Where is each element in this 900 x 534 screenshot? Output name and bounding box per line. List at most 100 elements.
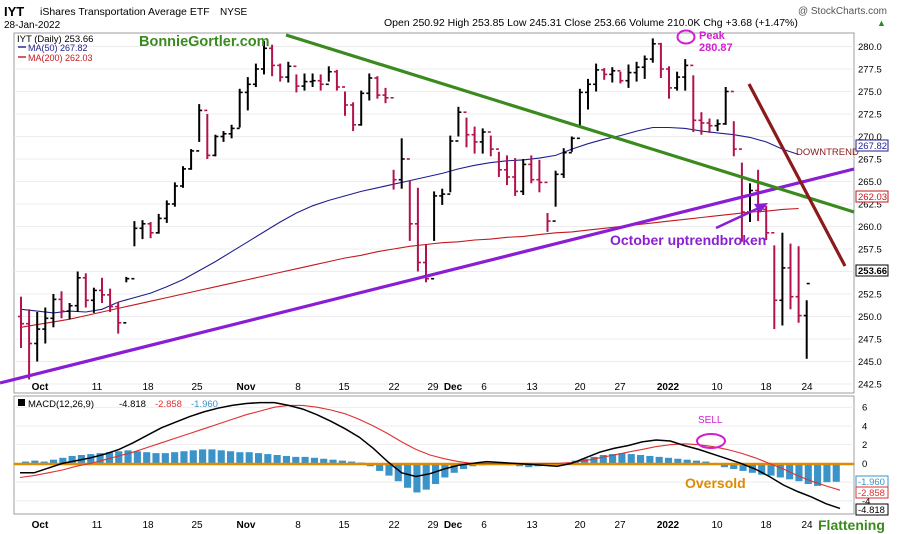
- histogram-bar: [320, 458, 328, 464]
- signal-tag-text: -2.858: [858, 488, 885, 499]
- ohlc-bar: [26, 309, 33, 380]
- ohlc-bar: [220, 131, 227, 142]
- ohlc-bar: [82, 273, 89, 308]
- price-x-label: 20: [574, 382, 586, 393]
- ma200-line: [20, 207, 799, 328]
- ohlc-bar: [657, 42, 664, 78]
- macd-x-label: Nov: [237, 520, 256, 531]
- histogram-bar: [292, 456, 300, 464]
- macd-y-tick: 2: [862, 440, 867, 451]
- ohlc-bar: [325, 66, 332, 86]
- histogram-bar: [217, 450, 225, 464]
- histogram-bar: [87, 454, 95, 464]
- histogram-bar: [245, 452, 253, 464]
- price-x-label: 13: [526, 382, 538, 393]
- macd-x-label: 24: [801, 520, 813, 531]
- histogram-bar: [124, 450, 132, 464]
- price-y-tick: 247.5: [858, 335, 882, 346]
- macd-y-tick: 4: [862, 421, 867, 432]
- histogram-bar: [301, 456, 309, 464]
- histogram-bar: [609, 454, 617, 464]
- ohlc-bar: [601, 68, 608, 80]
- histogram-bar: [599, 455, 607, 464]
- macd-x-label: 25: [191, 520, 203, 531]
- histogram-bar: [776, 463, 784, 478]
- histogram-bar: [739, 463, 747, 471]
- ohlc-bar: [155, 213, 162, 234]
- histogram-bar: [459, 463, 468, 470]
- ohlc-bar: [649, 38, 656, 63]
- macd-x-label: 15: [338, 520, 350, 531]
- macd-tag-text: -4.818: [858, 505, 885, 516]
- price-tag: [855, 264, 889, 277]
- histogram-bar: [264, 454, 272, 464]
- histogram-bar: [702, 461, 710, 464]
- macd-legend-prefix: MACD(12,26,9): [28, 399, 94, 410]
- histogram-bar: [31, 460, 39, 464]
- price-x-label: 10: [711, 382, 723, 393]
- ohlc-bar: [374, 76, 381, 99]
- price-x-axis: Oct 11 18 25 Nov 8 15 22 29 Dec 6 13 20 27 2022 10 18 24: [32, 382, 813, 393]
- ohlc-bar: [568, 136, 575, 154]
- ohlc-bar: [180, 166, 186, 188]
- ohlc-bar: [406, 158, 413, 241]
- ohlc-bar: [625, 64, 632, 88]
- histogram-bar: [525, 463, 533, 468]
- histogram-bar: [115, 451, 123, 464]
- ma50-tag: [855, 139, 889, 152]
- ohlc-bar: [42, 307, 49, 344]
- ohlc-bar: [787, 243, 794, 310]
- october-arrow-shaft: [715, 205, 762, 230]
- peak-circle: [676, 29, 696, 45]
- macd-x-label: Dec: [444, 520, 463, 531]
- ohlc-bar: [342, 86, 348, 116]
- ohlc-bar: [131, 221, 138, 280]
- ohlc-bar: [504, 155, 510, 186]
- histogram-bar: [180, 451, 188, 464]
- price-y-tick: 267.5: [858, 155, 882, 166]
- symbol: IYT: [4, 4, 24, 19]
- ohlc-bar: [317, 74, 324, 91]
- macd-x-label: 11: [92, 520, 103, 531]
- watermark: @ StockCharts.com: [798, 6, 887, 17]
- ohlc-bar: [633, 61, 640, 82]
- ohlc-bar: [398, 138, 405, 189]
- histogram-bar: [329, 459, 337, 464]
- histogram-bar: [385, 463, 393, 476]
- macd-histogram: [22, 449, 840, 493]
- macd-legend: MACD(12,26,9) -4.818 -2.858 -1.960: [18, 399, 218, 410]
- ohlc-bar: [512, 158, 519, 196]
- legend-macd-swatch: [18, 399, 25, 406]
- ma200-path: [20, 207, 799, 328]
- oversold-label: Oversold: [685, 475, 746, 491]
- ohlc-bar: [674, 71, 681, 91]
- histogram-bar: [720, 463, 728, 468]
- histogram-bar: [49, 459, 58, 464]
- ohlc-bar: [358, 90, 365, 126]
- ohlc-bar: [139, 220, 146, 240]
- ohlc-bar: [682, 59, 689, 91]
- macd-x-label: Oct: [32, 520, 49, 531]
- price-y-tick: 257.5: [858, 245, 882, 256]
- ohlc-bar: [18, 296, 24, 348]
- macd-y-tick: -4: [862, 496, 870, 507]
- histogram-bar: [692, 460, 701, 464]
- histogram-bar: [59, 457, 67, 464]
- ohlc-bar: [66, 303, 73, 320]
- histogram-bar: [730, 463, 738, 470]
- macd-y-tick: 6: [862, 403, 867, 414]
- ma200-tag: [855, 190, 889, 203]
- histogram-bar: [376, 463, 384, 471]
- macd-tags: -1.960 -2.858 -4.818: [855, 475, 889, 516]
- histogram-bar: [413, 463, 421, 493]
- histogram-bar: [199, 449, 207, 464]
- sell-circle: [696, 433, 726, 449]
- ohlc-bar: [212, 134, 219, 157]
- histogram-bar: [171, 452, 179, 464]
- price-y-tick: 280.0: [858, 42, 882, 53]
- ohlc-bar: [487, 131, 494, 157]
- ohlc-bar: [552, 170, 559, 222]
- price-x-label: 24: [801, 382, 813, 393]
- histogram-bar: [814, 463, 822, 486]
- signal-path: [19, 404, 841, 491]
